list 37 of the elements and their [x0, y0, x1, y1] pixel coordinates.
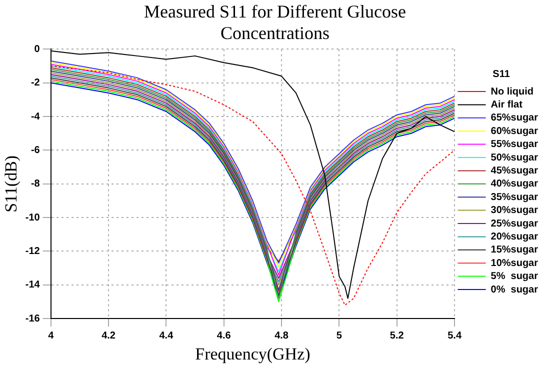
x-tick-label: 4.8 — [274, 330, 289, 342]
legend-title: S11 — [492, 69, 510, 80]
x-tick-label: 5.4 — [448, 330, 462, 342]
x-tick-label: 4.2 — [102, 330, 116, 342]
y-tick-label: 0 — [34, 44, 40, 55]
legend-label: 25%sugar — [490, 218, 538, 230]
x-tick-label: 4.4 — [159, 330, 174, 342]
y-tick-label: -12 — [25, 246, 40, 257]
x-axis-title: Frequency(GHz) — [195, 344, 310, 364]
legend-label: Air flat — [490, 99, 524, 110]
legend-label: 35%sugar — [490, 192, 538, 203]
y-tick-label: -2 — [30, 78, 40, 89]
x-tick-label: 4 — [48, 330, 54, 342]
y-tick-label: -14 — [25, 280, 40, 291]
y-tick-label: -8 — [30, 178, 40, 190]
chart-title: Measured S11 for Different Glucose Concentrations — [144, 2, 406, 44]
legend-label: 60%sugar — [490, 126, 538, 137]
legend-label: 55%sugar — [490, 139, 538, 150]
x-tick-label: 5.2 — [390, 330, 404, 342]
x-tick-label: 4.6 — [216, 330, 232, 342]
y-tick-label: -10 — [25, 212, 40, 224]
legend-label: 45%sugar — [490, 165, 538, 176]
legend-label: 10%sugar — [490, 258, 538, 269]
y-tick-label: -16 — [25, 313, 40, 324]
legend-label: 40%sugar — [490, 178, 538, 190]
legend-label: 30%sugar — [490, 205, 538, 216]
y-axis-title: S11(dB) — [2, 155, 21, 212]
legend-label: 5% sugar — [490, 271, 538, 282]
legend-label: 15%sugar — [490, 244, 538, 256]
legend-label: 20%sugar — [490, 231, 538, 242]
legend-label: No liquid — [490, 86, 534, 98]
x-tick-label: 5 — [336, 330, 342, 342]
legend-label: 50%sugar — [490, 152, 538, 164]
y-tick-label: -4 — [30, 111, 40, 122]
y-tick-label: -6 — [30, 144, 40, 156]
legend-label: 0% sugar — [490, 284, 538, 296]
legend-label: 65%sugar — [490, 112, 538, 124]
